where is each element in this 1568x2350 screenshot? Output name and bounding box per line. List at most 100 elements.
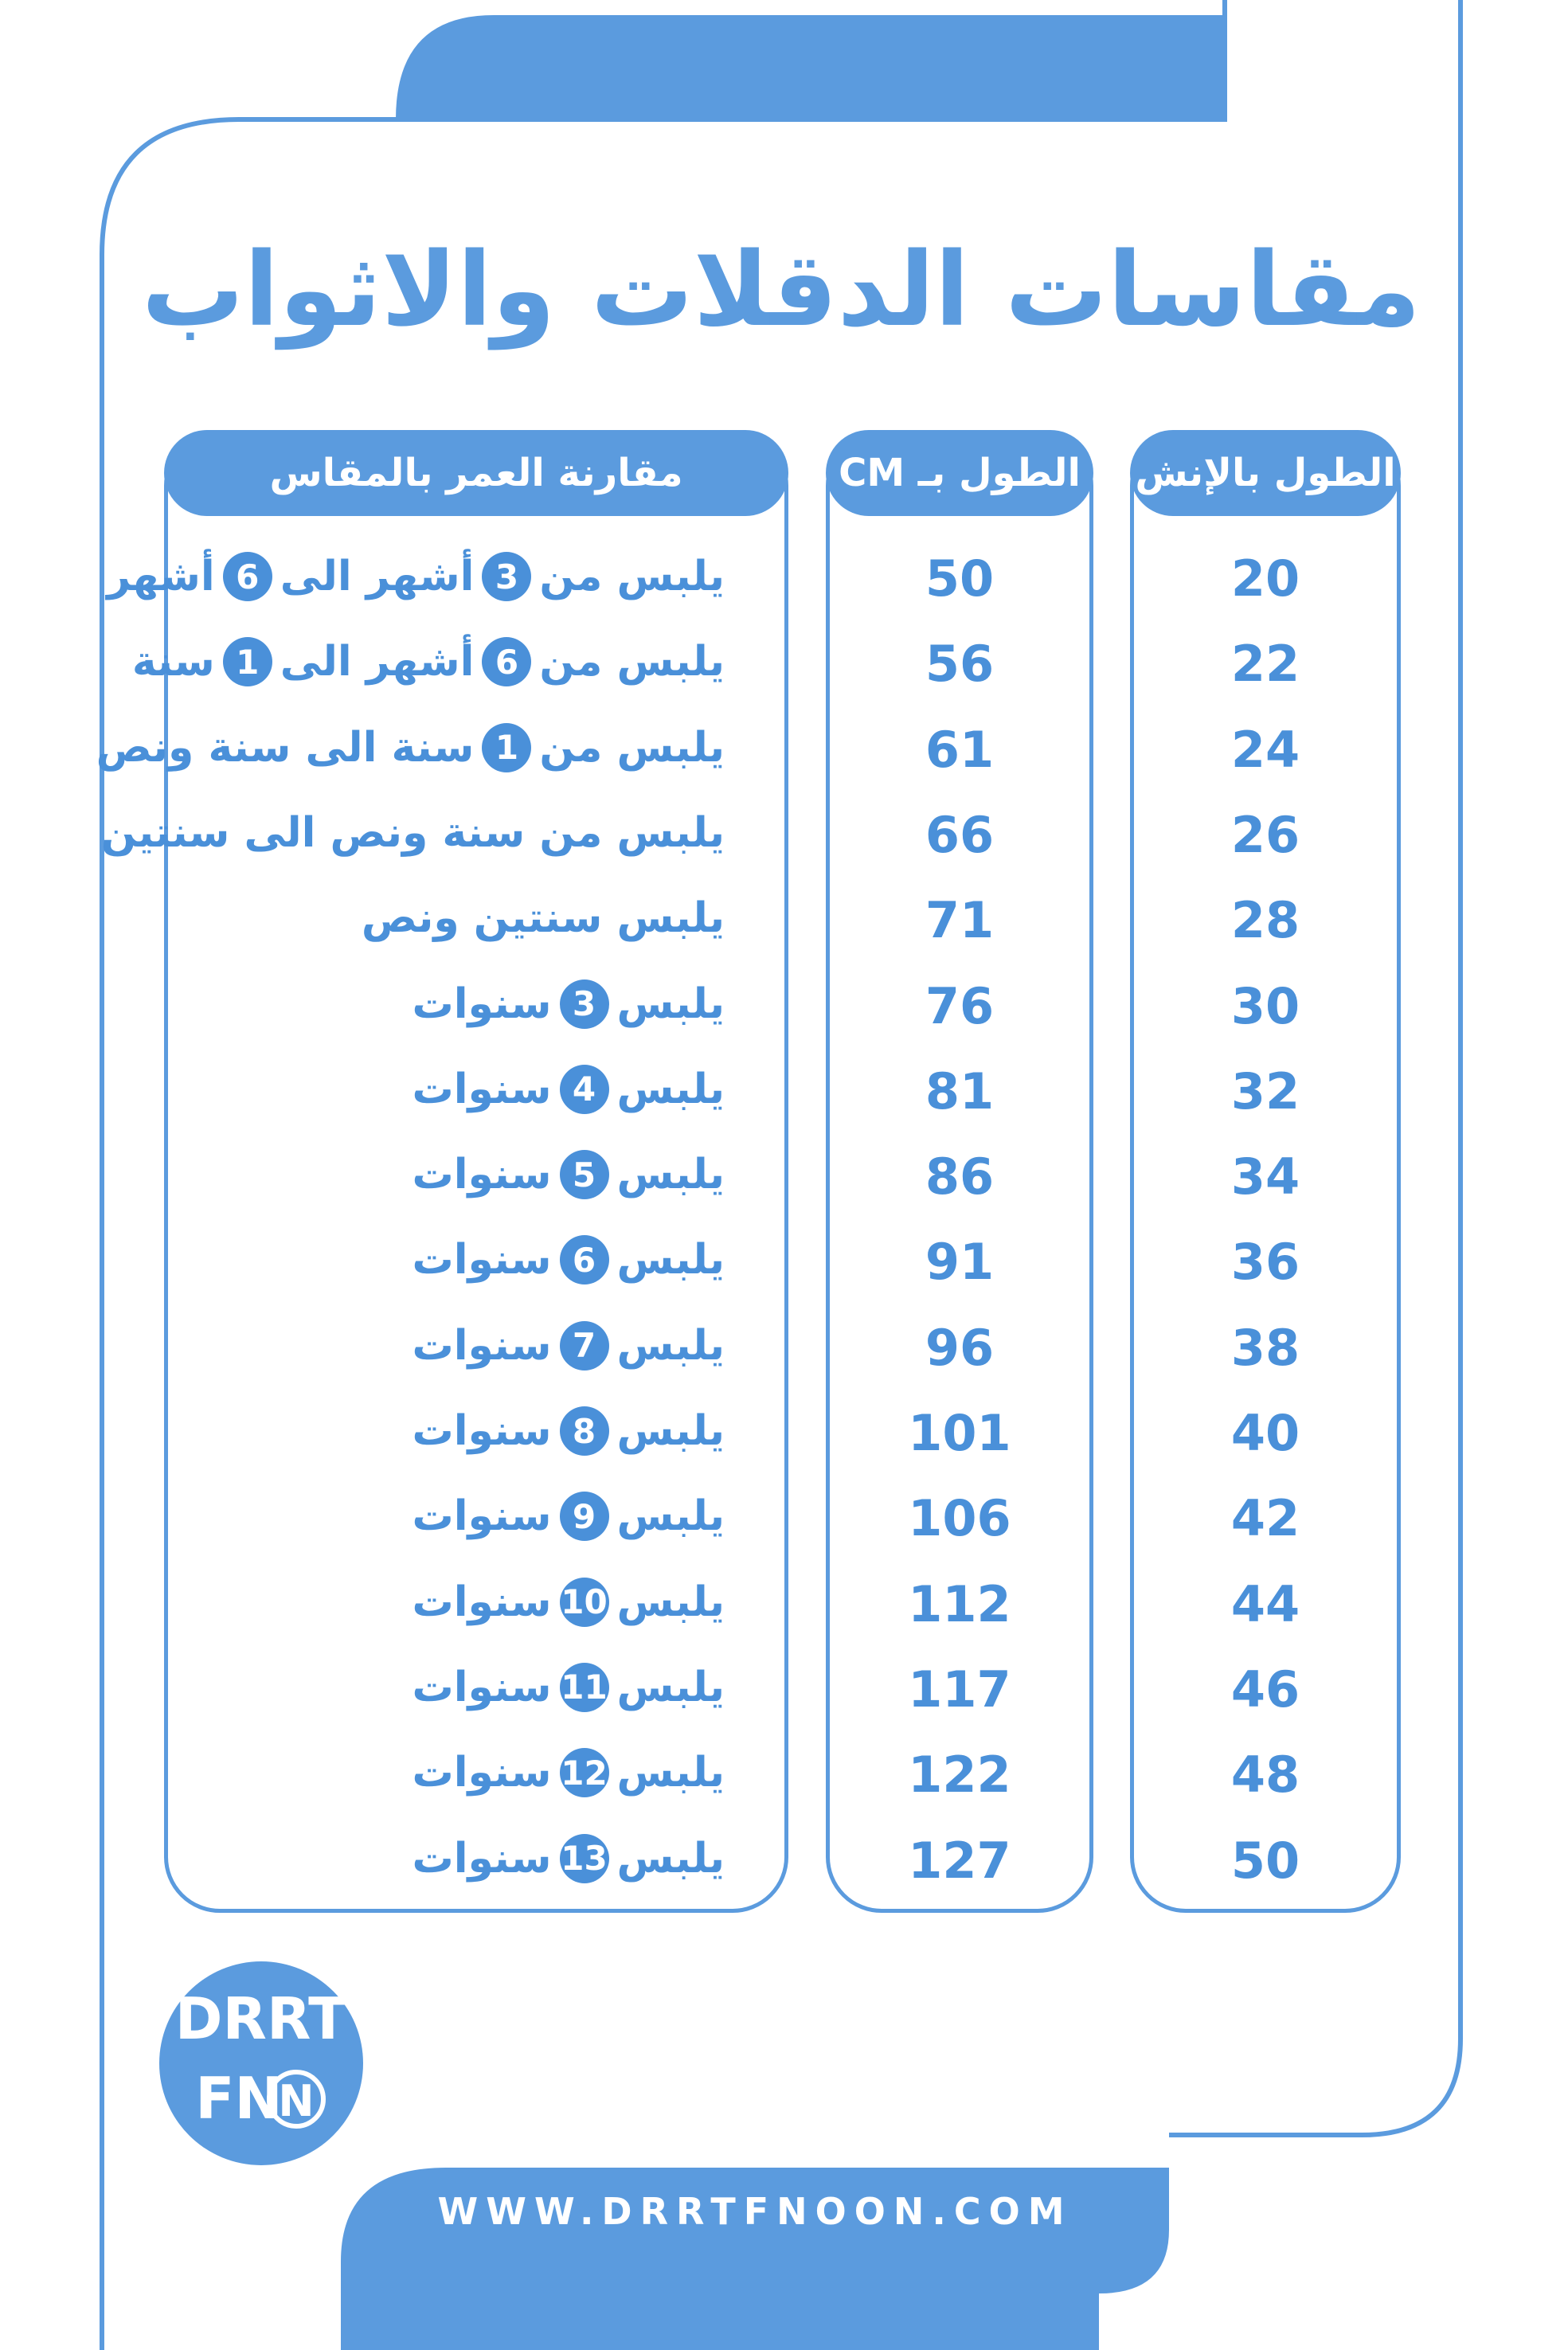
- cell-age: يلبس من 1 سنة الى سنة ونص: [96, 718, 725, 778]
- age-text: يلبس من: [539, 723, 725, 772]
- age-number: 5: [559, 1150, 609, 1200]
- cell-inch: 22: [1230, 635, 1300, 694]
- age-number: 7: [559, 1320, 609, 1371]
- age-text: يلبس: [616, 979, 725, 1028]
- cell-age: يلبس 9 سنوات: [412, 1486, 725, 1546]
- age-number: 11: [559, 1662, 609, 1712]
- age-number: 1: [222, 637, 272, 687]
- cell-cm: 101: [908, 1404, 1011, 1462]
- cell-cm: 50: [925, 549, 995, 608]
- cell-cm: 117: [908, 1660, 1011, 1719]
- age-text: سنة: [131, 638, 215, 686]
- cell-age: يلبس من 3 أشهر الى 6 أشهر: [107, 546, 725, 607]
- age-number: 10: [559, 1577, 609, 1627]
- age-text: سنوات: [412, 1492, 552, 1541]
- age-number: 6: [482, 637, 532, 687]
- cell-cm: 106: [908, 1489, 1011, 1548]
- age-text: يلبس: [616, 1407, 725, 1455]
- cell-age: يلبس 3 سنوات: [412, 974, 725, 1034]
- cell-age: يلبس 13 سنوات: [412, 1828, 725, 1889]
- cell-inch: 36: [1230, 1233, 1300, 1292]
- age-text: يلبس: [616, 1663, 725, 1711]
- age-text: سنوات: [412, 1236, 552, 1284]
- cell-inch: 28: [1230, 891, 1300, 950]
- age-text: سنوات: [412, 1065, 552, 1113]
- footer-bar: [341, 2168, 1169, 2350]
- age-number: 6: [559, 1235, 609, 1285]
- age-text: سنوات: [412, 1407, 552, 1455]
- age-text: يلبس من: [539, 638, 725, 686]
- age-number: 3: [482, 552, 532, 601]
- website: WWW.DRRTFNOON.COM: [437, 2190, 1073, 2233]
- cell-inch: 48: [1230, 1746, 1300, 1805]
- age-number: 13: [559, 1833, 609, 1883]
- cell-age: يلبس من 6 أشهر الى 1 سنة: [132, 631, 725, 692]
- cell-age: يلبس 7 سنوات: [412, 1316, 725, 1376]
- cell-cm: 61: [925, 720, 995, 779]
- age-text: سنوات: [412, 1834, 552, 1883]
- cell-age: يلبس من سنة ونص الى سنتين: [101, 803, 725, 863]
- cell-cm: 56: [925, 635, 995, 694]
- cell-inch: 26: [1230, 805, 1300, 864]
- cell-age: يلبس 5 سنوات: [412, 1144, 725, 1205]
- age-text: يلبس: [616, 1236, 725, 1284]
- age-number: 1: [482, 722, 532, 772]
- cell-age: يلبس سنتين ونص: [362, 888, 725, 948]
- age-text: أشهر الى: [280, 638, 475, 686]
- cell-inch: 24: [1230, 720, 1300, 779]
- cell-age: يلبس 4 سنوات: [412, 1059, 725, 1120]
- age-text: سنوات: [412, 1321, 552, 1370]
- age-text: يلبس سنتين ونص: [361, 894, 725, 943]
- cell-cm: 66: [925, 805, 995, 864]
- top-tab: [396, 15, 1225, 119]
- title: مقاسات الدقلات والاثواب: [141, 231, 1421, 350]
- age-text: سنة الى سنة ونص: [96, 723, 475, 772]
- cell-cm: 96: [925, 1318, 995, 1377]
- age-text: سنوات: [412, 1663, 552, 1711]
- age-text: سنوات: [412, 1151, 552, 1199]
- logo-text: N: [278, 2076, 314, 2126]
- age-text: يلبس: [616, 1749, 725, 1797]
- logo-circle: [159, 1961, 363, 2165]
- cell-cm: 112: [908, 1574, 1011, 1633]
- age-number: 4: [559, 1064, 609, 1114]
- cell-age: يلبس 10 سنوات: [412, 1572, 725, 1632]
- logo-badge: [267, 2070, 326, 2129]
- age-text: يلبس: [616, 1321, 725, 1370]
- age-text: سنوات: [412, 1749, 552, 1797]
- cell-inch: 42: [1230, 1489, 1300, 1548]
- cell-inch: 46: [1230, 1660, 1300, 1719]
- age-text: يلبس من سنة ونص الى سنتين: [100, 808, 725, 857]
- age-text: أشهر الى: [280, 553, 475, 600]
- cell-cm: 122: [908, 1746, 1011, 1805]
- age-text: يلبس: [616, 1151, 725, 1199]
- logo-text: DRRT: [175, 1985, 348, 2052]
- cell-cm: 127: [908, 1831, 1011, 1890]
- card-border: [100, 0, 1227, 2350]
- age-text: يلبس من: [539, 553, 725, 600]
- column-header: مقارنة العمر بالمقاس: [164, 430, 788, 516]
- age-text: يلبس: [616, 1834, 725, 1883]
- cell-inch: 50: [1230, 1831, 1300, 1890]
- cell-inch: 40: [1230, 1404, 1300, 1462]
- cell-age: يلبس 11 سنوات: [412, 1657, 725, 1718]
- cell-cm: 86: [925, 1148, 995, 1206]
- cell-age: يلبس 6 سنوات: [412, 1230, 725, 1290]
- age-number: 6: [222, 552, 272, 601]
- column-header: الطول بـ CM: [826, 430, 1093, 516]
- cell-inch: 20: [1230, 549, 1300, 608]
- cell-inch: 30: [1230, 976, 1300, 1035]
- cell-cm: 91: [925, 1233, 995, 1292]
- age-number: 8: [559, 1406, 609, 1456]
- cell-inch: 38: [1230, 1318, 1300, 1377]
- age-number: 3: [559, 979, 609, 1029]
- column-header: الطول بالإنش: [1130, 430, 1401, 516]
- age-number: 9: [559, 1492, 609, 1542]
- age-text: سنوات: [412, 1578, 552, 1626]
- cell-cm: 76: [925, 976, 995, 1035]
- cell-inch: 34: [1230, 1148, 1300, 1206]
- cell-inch: 32: [1230, 1062, 1300, 1120]
- cell-inch: 44: [1230, 1574, 1300, 1633]
